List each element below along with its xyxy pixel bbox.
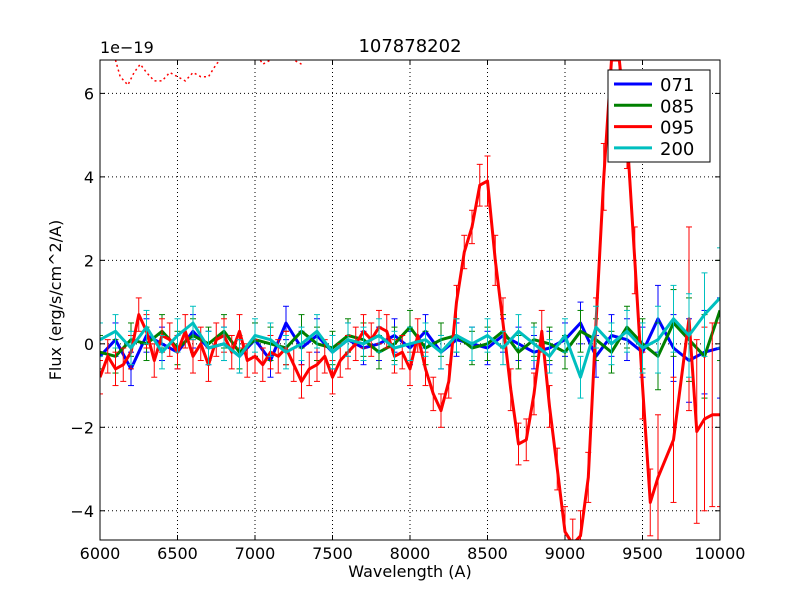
series-line-095 bbox=[100, 60, 720, 540]
x-tick-label: 8500 bbox=[467, 544, 508, 563]
series-line-200 bbox=[100, 296, 720, 379]
y-offset-text: 1e−19 bbox=[100, 38, 154, 57]
y-tick-label: 2 bbox=[84, 251, 94, 270]
legend-label-095: 095 bbox=[660, 118, 694, 139]
series-layer bbox=[100, 60, 720, 540]
x-tick-label: 9000 bbox=[545, 544, 586, 563]
x-tick-label: 9500 bbox=[622, 544, 663, 563]
y-tick-label: −2 bbox=[70, 418, 94, 437]
x-tick-label: 6000 bbox=[80, 544, 121, 563]
y-tick-label: 4 bbox=[84, 168, 94, 187]
x-tick-label: 10000 bbox=[695, 544, 746, 563]
dotted-reference-line bbox=[114, 60, 302, 87]
legend-label-085: 085 bbox=[660, 96, 694, 117]
x-tick-label: 7500 bbox=[312, 544, 353, 563]
chart-title: 107878202 bbox=[358, 36, 461, 57]
legend-label-071: 071 bbox=[660, 75, 694, 96]
y-tick-label: 6 bbox=[84, 84, 94, 103]
x-axis-label: Wavelength (A) bbox=[348, 562, 471, 581]
y-axis-label: Flux (erg/s/cm^2/A) bbox=[46, 220, 65, 381]
x-tick-label: 8000 bbox=[390, 544, 431, 563]
x-tick-label: 7000 bbox=[235, 544, 276, 563]
axis-ticks: 6000 6500 7000 7500 8000 8500 9000 9500 10000 −4 −… bbox=[70, 60, 745, 563]
series-095 bbox=[100, 60, 720, 540]
y-tick-label: 0 bbox=[84, 335, 94, 354]
y-tick-label: −4 bbox=[70, 502, 94, 521]
series-200 bbox=[100, 247, 720, 399]
legend-label-200: 200 bbox=[660, 139, 694, 160]
x-tick-label: 6500 bbox=[157, 544, 198, 563]
